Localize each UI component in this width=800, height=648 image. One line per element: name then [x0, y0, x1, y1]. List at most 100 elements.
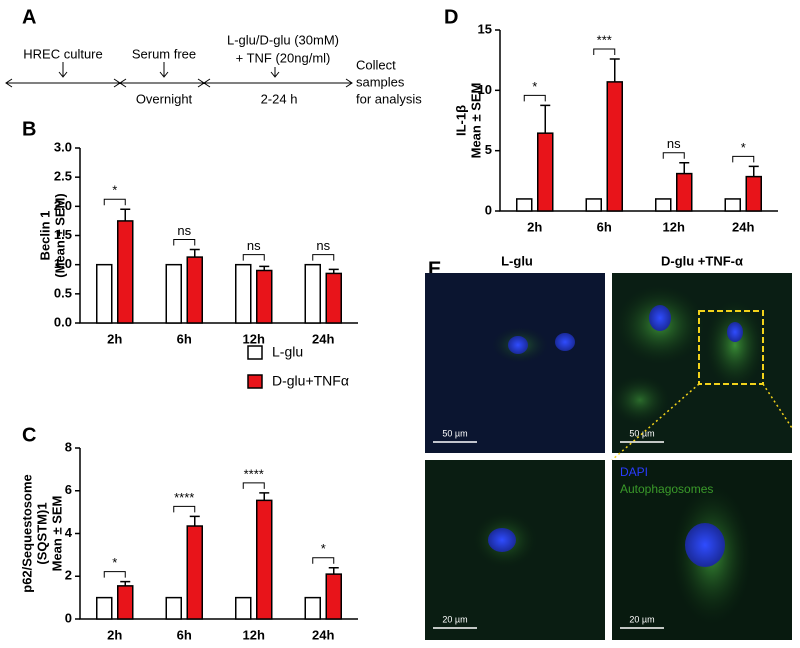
significance-bracket [312, 254, 335, 261]
micrograph: 50 µm [425, 273, 605, 453]
legend-label: D-glu+TNFα [272, 373, 349, 389]
timeline-text: samples [356, 74, 405, 89]
significance-bracket [173, 505, 196, 513]
timeline-text: for analysis [356, 91, 422, 106]
significance-label: **** [244, 466, 264, 481]
significance-bracket [173, 239, 196, 246]
panel-label: B [22, 118, 36, 140]
y-tick-label: 3.0 [54, 139, 72, 154]
error-bar [609, 58, 620, 82]
x-tick-label: 12h [243, 331, 265, 346]
bar [165, 263, 182, 324]
x-tick-label: 6h [177, 627, 192, 642]
legend-swatch [247, 374, 263, 389]
timeline-text: L-glu/D-glu (30mM) [227, 32, 339, 47]
bar [724, 198, 741, 212]
bar [606, 81, 623, 212]
significance-bracket [103, 571, 126, 578]
significance-label: * [112, 183, 117, 198]
bar [235, 263, 252, 324]
timeline-text: Collect [356, 57, 396, 72]
significance-bracket [523, 94, 546, 102]
bar [186, 525, 203, 620]
timeline-text: HREC culture [23, 46, 102, 61]
bar [537, 132, 554, 212]
column-title: D-glu +TNF-α [661, 253, 743, 268]
error-bar [189, 515, 200, 527]
y-tick-label: 2.5 [54, 169, 72, 184]
significance-label: * [321, 541, 326, 556]
significance-bracket [593, 48, 616, 55]
timeline-text: Overnight [136, 91, 193, 106]
micrograph: 50 µm [610, 273, 793, 461]
panel-label: C [22, 424, 36, 446]
bar [117, 220, 134, 324]
y-axis-label: (Mean ± SEM) [52, 193, 67, 277]
bar [516, 198, 533, 212]
significance-bracket [662, 152, 685, 159]
legend-label: L-glu [272, 344, 303, 360]
error-bar [120, 580, 131, 586]
significance-label: * [532, 79, 537, 94]
column-title: L-glu [501, 253, 533, 268]
scale-bar-label: 20 µm [629, 614, 654, 624]
x-tick-label: 24h [312, 627, 334, 642]
error-bar [540, 104, 551, 134]
y-tick-label: 1.0 [54, 256, 72, 271]
y-tick-label: 0.0 [54, 314, 72, 329]
y-tick-label: 0 [485, 202, 492, 217]
timeline-text: 2-24 h [261, 91, 298, 106]
x-tick-label: 12h [243, 627, 265, 642]
micrograph: 20 µm [425, 460, 605, 640]
error-bar [259, 492, 270, 501]
significance-bracket [312, 557, 335, 564]
legend-swatch [247, 345, 263, 360]
error-bar [120, 208, 131, 221]
bar [96, 263, 113, 324]
y-tick-label: 2 [65, 568, 72, 583]
bar [96, 596, 113, 620]
bar [186, 256, 203, 324]
y-tick-label: 10 [478, 82, 492, 97]
x-tick-label: 6h [597, 219, 612, 234]
y-axis-label: p62/Sequestosome [19, 474, 34, 593]
significance-label: ns [316, 238, 330, 253]
significance-label: * [741, 140, 746, 155]
scale-bar-label: 50 µm [442, 428, 467, 438]
bar [745, 175, 762, 212]
micrograph: 20 µm DAPI Autophagosomes [612, 460, 792, 640]
bar [325, 272, 342, 324]
timeline [5, 62, 353, 88]
bar [256, 269, 273, 324]
y-tick-label: 15 [478, 21, 492, 36]
significance-label: * [112, 555, 117, 570]
x-tick-label: 2h [107, 331, 122, 346]
significance-bracket [103, 198, 126, 206]
panel-label: D [444, 6, 458, 28]
x-tick-label: 2h [107, 627, 122, 642]
x-tick-label: 24h [312, 331, 334, 346]
bar [165, 596, 182, 620]
y-tick-label: 0.5 [54, 285, 72, 300]
significance-bracket [242, 254, 265, 261]
error-bar [748, 165, 759, 177]
x-tick-label: 12h [663, 219, 685, 234]
y-tick-label: 1.5 [54, 227, 72, 242]
error-bar [259, 265, 270, 271]
error-bar [679, 161, 690, 174]
error-bar [189, 248, 200, 258]
bar [304, 596, 321, 620]
x-tick-label: 24h [732, 219, 754, 234]
significance-bracket [242, 482, 265, 489]
y-tick-label: 5 [485, 142, 492, 157]
significance-label: **** [174, 490, 194, 505]
bar [117, 585, 134, 620]
significance-label: *** [597, 32, 612, 47]
x-tick-label: 6h [177, 331, 192, 346]
bar [256, 499, 273, 620]
significance-bracket [732, 155, 755, 163]
y-tick-label: 2.0 [54, 198, 72, 213]
bar [325, 573, 342, 620]
